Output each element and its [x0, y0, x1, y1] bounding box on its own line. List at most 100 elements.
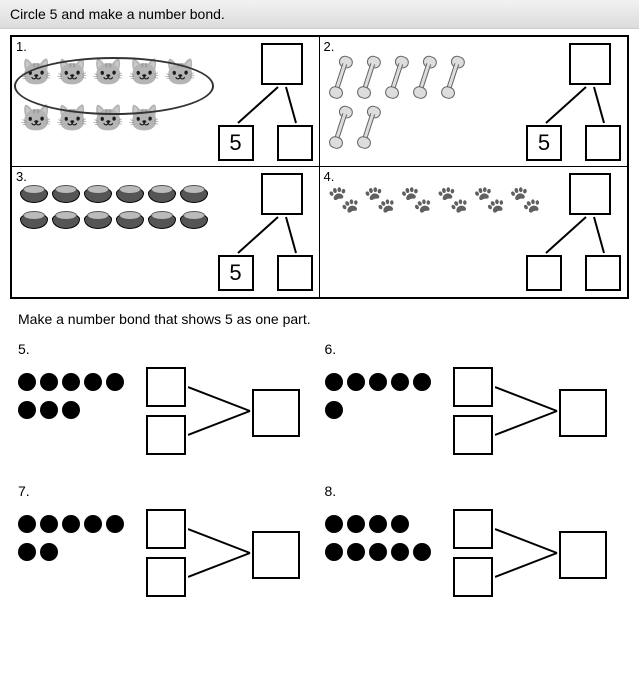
number-bond: [526, 173, 621, 291]
problem-number: 6.: [325, 341, 622, 357]
cat-icon: 🐱: [56, 55, 88, 95]
dot-icon: [325, 373, 343, 391]
bond-part-b[interactable]: [453, 557, 493, 597]
cat-icon: 🐱: [128, 101, 160, 141]
problem-cell: 7.: [18, 483, 315, 603]
dot-icon: [62, 373, 80, 391]
paw-icon: 🐾: [473, 185, 505, 213]
cat-icon: 🐱: [128, 55, 160, 95]
object-row: [20, 185, 220, 205]
problem-number: 1.: [16, 39, 27, 54]
dot-area: [325, 373, 431, 429]
bond-whole[interactable]: [569, 43, 611, 85]
dot-icon: [106, 373, 124, 391]
bond-part-b[interactable]: [453, 415, 493, 455]
bond-part-2[interactable]: [585, 255, 621, 291]
bond-whole[interactable]: [559, 389, 607, 437]
dot-icon: [325, 543, 343, 561]
dot-row: [325, 401, 431, 419]
dot-icon: [369, 373, 387, 391]
bond-part-b[interactable]: [146, 557, 186, 597]
bowl-icon: [180, 187, 208, 203]
paw-icon: 🐾: [437, 185, 469, 213]
bone-icon: [352, 103, 383, 150]
dot-icon: [413, 543, 431, 561]
bond-part-a[interactable]: [146, 367, 186, 407]
instruction-bar: Circle 5 and make a number bond.: [0, 0, 639, 29]
dot-icon: [347, 543, 365, 561]
dot-row: [18, 401, 124, 419]
problem-grid-bottom: 5. 6. 7. 8.: [18, 341, 621, 603]
problem-number: 2.: [324, 39, 335, 54]
dot-icon: [84, 373, 102, 391]
dot-icon: [84, 515, 102, 533]
dot-icon: [369, 515, 387, 533]
bond-whole[interactable]: [252, 531, 300, 579]
bowl-icon: [52, 213, 80, 229]
bone-icon: [324, 53, 355, 100]
dot-row: [325, 543, 431, 561]
object-row: [328, 105, 528, 149]
dot-row: [18, 373, 124, 391]
bond-part-2[interactable]: [585, 125, 621, 161]
dot-row: [325, 373, 431, 391]
problem-cell: 6.: [325, 341, 622, 461]
problem-cell: 3.5: [12, 167, 320, 297]
bond-part-2[interactable]: [277, 255, 313, 291]
problem-cell: 1.🐱🐱🐱🐱🐱🐱🐱🐱🐱5: [12, 37, 320, 167]
object-area: 🐱🐱🐱🐱🐱🐱🐱🐱🐱: [20, 55, 220, 147]
bond-part-a[interactable]: [453, 509, 493, 549]
problem-number: 5.: [18, 341, 315, 357]
dot-icon: [347, 373, 365, 391]
problem-number: 7.: [18, 483, 315, 499]
dot-icon: [40, 373, 58, 391]
object-row: 🐱🐱🐱🐱: [20, 101, 220, 141]
dot-icon: [40, 515, 58, 533]
section-2: Make a number bond that shows 5 as one p…: [0, 311, 639, 603]
bond-part-1[interactable]: [526, 255, 562, 291]
bond-part-1[interactable]: 5: [218, 255, 254, 291]
bowl-icon: [84, 213, 112, 229]
dot-icon: [369, 543, 387, 561]
bond-part-1[interactable]: 5: [218, 125, 254, 161]
object-row: [328, 55, 528, 99]
bond-part-b[interactable]: [146, 415, 186, 455]
cat-icon: 🐱: [164, 55, 196, 95]
dot-icon: [62, 401, 80, 419]
number-bond: 5: [218, 43, 313, 161]
dot-icon: [18, 373, 36, 391]
dot-icon: [40, 543, 58, 561]
dot-icon: [40, 401, 58, 419]
bond-part-a[interactable]: [146, 509, 186, 549]
bowl-icon: [116, 213, 144, 229]
bone-icon: [436, 53, 467, 100]
dot-icon: [347, 515, 365, 533]
dot-icon: [325, 401, 343, 419]
number-bond: 5: [218, 173, 313, 291]
bond-part-a[interactable]: [453, 367, 493, 407]
bond-whole[interactable]: [252, 389, 300, 437]
dot-row: [18, 543, 124, 561]
bond-whole[interactable]: [569, 173, 611, 215]
object-row: 🐱🐱🐱🐱🐱: [20, 55, 220, 95]
cat-icon: 🐱: [20, 101, 52, 141]
bond-whole[interactable]: [261, 43, 303, 85]
number-bond-h: [140, 509, 300, 597]
problem-grid-top: 1.🐱🐱🐱🐱🐱🐱🐱🐱🐱52.53.54.🐾🐾🐾🐾🐾🐾: [10, 35, 629, 299]
cat-icon: 🐱: [20, 55, 52, 95]
bowl-icon: [116, 187, 144, 203]
bond-whole[interactable]: [559, 531, 607, 579]
paw-icon: 🐾: [364, 185, 396, 213]
bond-part-2[interactable]: [277, 125, 313, 161]
bowl-icon: [20, 213, 48, 229]
instruction-text: Circle 5 and make a number bond.: [10, 6, 225, 22]
dot-icon: [106, 515, 124, 533]
cat-icon: 🐱: [92, 55, 124, 95]
object-row: [20, 211, 220, 231]
problem-cell: 4.🐾🐾🐾🐾🐾🐾: [320, 167, 628, 297]
bond-whole[interactable]: [261, 173, 303, 215]
instruction-2: Make a number bond that shows 5 as one p…: [18, 311, 621, 327]
dot-icon: [391, 515, 409, 533]
problem-number: 8.: [325, 483, 622, 499]
bond-part-1[interactable]: 5: [526, 125, 562, 161]
